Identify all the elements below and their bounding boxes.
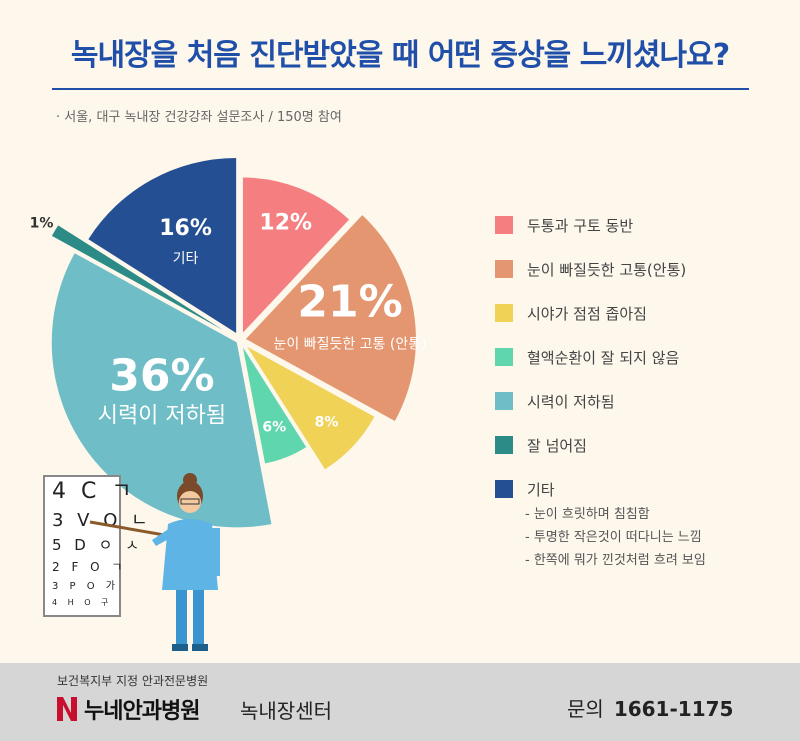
eye-chart-row: 3 P O 가 bbox=[52, 580, 119, 592]
pie-slice bbox=[51, 225, 223, 330]
legend-item: 기타 bbox=[495, 467, 785, 511]
doctor-leg-right bbox=[193, 590, 204, 645]
note-item: - 한쪽에 뭐가 낀것처럼 흐려 보임 bbox=[525, 553, 706, 568]
survey-subtitle: · 서울, 대구 녹내장 건강강좌 설문조사 / 150명 참여 bbox=[56, 110, 342, 125]
legend-swatch bbox=[495, 348, 513, 366]
legend-item: 혈액순환이 잘 되지 않음 bbox=[495, 335, 785, 379]
doctor-shoe-left bbox=[172, 644, 188, 651]
slice-description-label: 시력이 저하됨 bbox=[98, 404, 226, 429]
slice-value-label: 36% bbox=[109, 351, 214, 402]
legend-item: 시력이 저하됨 bbox=[495, 379, 785, 423]
legend-label: 두통과 구토 동반 bbox=[527, 216, 634, 235]
slice-value-label: 21% bbox=[297, 277, 402, 328]
doctor-arm-right bbox=[210, 528, 220, 576]
legend-swatch bbox=[495, 480, 513, 498]
contact-number: 1661-1175 bbox=[613, 697, 734, 721]
slice-description-label: 기타 bbox=[173, 251, 199, 267]
doctor-shoe-right bbox=[192, 644, 208, 651]
legend-label: 시력이 저하됨 bbox=[527, 392, 615, 411]
hospital-name: 누네안과병원 bbox=[84, 699, 200, 724]
doctor-arm bbox=[152, 528, 174, 546]
legend-item: 눈이 빠질듯한 고통(안통) bbox=[495, 247, 785, 291]
legend-swatch bbox=[495, 216, 513, 234]
pie-slice bbox=[51, 253, 272, 528]
legend-label: 기타 bbox=[527, 480, 555, 499]
legend-item: 시야가 점점 좁아짐 bbox=[495, 291, 785, 335]
slice-value-label: 1% bbox=[30, 216, 54, 232]
center-name: 녹내장센터 bbox=[240, 699, 332, 723]
eye-chart-board bbox=[43, 475, 121, 617]
legend-swatch bbox=[495, 392, 513, 410]
eye-chart-row: 3 V O ㄴ bbox=[52, 510, 152, 531]
pie-slice bbox=[242, 347, 307, 464]
eye-chart-letters: 4 C ㄱ 3 V O ㄴ 5 D ㅇ ㅅ 2 F O ㄱ 3 P O 가 4 H O 구 bbox=[52, 479, 152, 607]
legend-label: 시야가 점점 좁아짐 bbox=[527, 304, 647, 323]
legend-item: 두통과 구토 동반 bbox=[495, 203, 785, 247]
legend-label: 혈액순환이 잘 되지 않음 bbox=[527, 348, 680, 367]
pie-chart: 12% 21% 눈이 빠질듯한 고통 (안통) 8% 6% 36%시력이 저하됨 1% 16%… bbox=[30, 157, 427, 528]
slice-value-label: 16% bbox=[159, 216, 212, 241]
legend-swatch bbox=[495, 260, 513, 278]
slice-value-label: 12% bbox=[259, 210, 312, 235]
contact-info: 문의 1661-1175 bbox=[567, 693, 733, 722]
contact-label: 문의 bbox=[567, 697, 604, 721]
legend-swatch bbox=[495, 436, 513, 454]
title-divider bbox=[52, 88, 749, 90]
note-item: - 눈이 흐릿하며 침침함 bbox=[525, 507, 650, 522]
doctor-face bbox=[179, 491, 201, 513]
eye-chart-row: 5 D ㅇ ㅅ bbox=[52, 536, 143, 554]
doctor-leg-left bbox=[176, 590, 187, 645]
slice-value-label: 6% bbox=[262, 419, 286, 435]
designation-text: 보건복지부 지정 안과전문병원 bbox=[57, 674, 209, 688]
legend-label: 잘 넘어짐 bbox=[527, 436, 587, 455]
page-title: 녹내장을 처음 진단받았을 때 어떤 증상을 느끼셨나요? bbox=[70, 38, 730, 73]
pointer-stick bbox=[89, 520, 171, 538]
legend-swatch bbox=[495, 304, 513, 322]
eye-chart-row: 4 C ㄱ bbox=[52, 479, 136, 504]
slice-value-label: 8% bbox=[315, 414, 339, 430]
pie-slice bbox=[88, 157, 237, 333]
eye-chart-row: 2 F O ㄱ bbox=[52, 560, 126, 574]
note-item: - 투명한 작은것이 떠다니는 느낌 bbox=[525, 530, 702, 545]
doctor-with-eye-chart-illustration: 4 C ㄱ 3 V O ㄴ 5 D ㅇ ㅅ 2 F O ㄱ 3 P O 가 4 H O 구 bbox=[43, 473, 220, 651]
pie-slice bbox=[242, 177, 350, 333]
doctor-hair-bun bbox=[183, 473, 197, 487]
pie-slice bbox=[245, 215, 416, 421]
slice-description-label: 눈이 빠질듯한 고통 (안통) bbox=[273, 337, 426, 353]
doctor-glasses bbox=[180, 498, 200, 505]
eye-chart-row: 4 H O 구 bbox=[52, 598, 112, 607]
legend-label: 눈이 빠질듯한 고통(안통) bbox=[527, 260, 687, 279]
legend-item: 잘 넘어짐 bbox=[495, 423, 785, 467]
footer: 보건복지부 지정 안과전문병원 누네안과병원 녹내장센터 문의 1661-1175 bbox=[0, 663, 800, 741]
other-notes: - 눈이 흐릿하며 침침함 - 투명한 작은것이 떠다니는 느낌 - 한쪽에 뭐… bbox=[525, 503, 706, 572]
pie-slice bbox=[247, 346, 375, 470]
hospital-logo-icon bbox=[57, 697, 77, 721]
doctor-coat bbox=[162, 519, 218, 590]
